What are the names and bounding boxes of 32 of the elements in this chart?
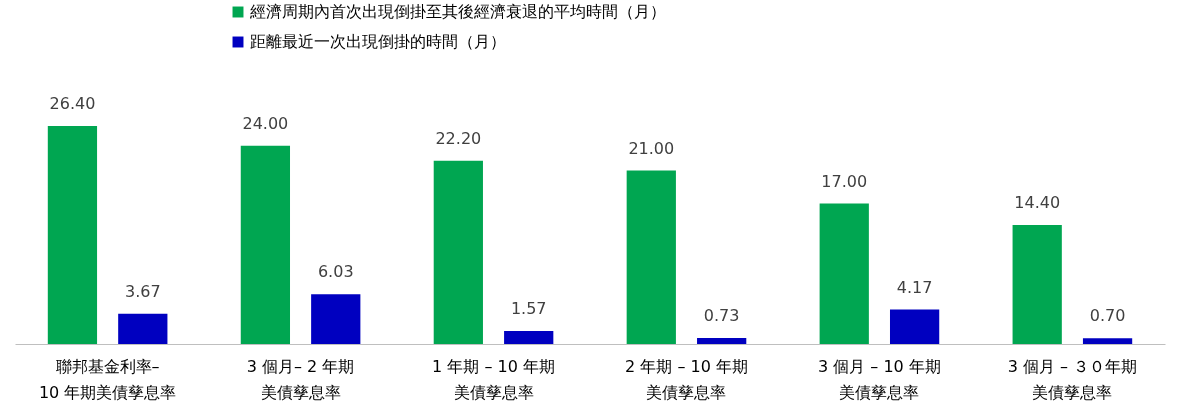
bar [697, 337, 747, 344]
bar [626, 170, 676, 344]
data-label: 26.40 [49, 94, 96, 113]
bar [118, 313, 168, 344]
data-label: 0.73 [703, 305, 740, 325]
bar [311, 294, 361, 344]
data-label: 1.57 [510, 299, 547, 319]
data-label: 14.40 [1014, 193, 1061, 213]
data-label: 21.00 [628, 138, 675, 158]
bar [889, 309, 940, 344]
data-label: 22.20 [435, 128, 482, 148]
data-label: 0.70 [1089, 306, 1126, 326]
data-label: 4.17 [896, 277, 933, 297]
x-tick-label: 2 年期 – 10 年期美債孳息率 [625, 356, 748, 402]
bar [433, 160, 483, 344]
legend-label: 距離最近一次出現倒掛的時間（月） [250, 32, 506, 51]
data-label: 3.67 [124, 281, 161, 301]
bar [819, 203, 869, 344]
x-tick-label: 1 年期 – 10 年期美債孳息率 [432, 356, 555, 402]
x-tick-label: 3 個月 – 10 年期美債孳息率 [817, 356, 941, 402]
data-label: 6.03 [317, 262, 354, 282]
bar [47, 126, 98, 344]
bar [1082, 338, 1133, 344]
x-tick-label: 3 個月 – ３０年期美債孳息率 [1007, 356, 1138, 402]
bar [240, 145, 291, 344]
x-tick-label: 3 個月– 2 年期美債孳息率 [246, 356, 355, 402]
bar [504, 331, 554, 344]
bar [1012, 225, 1062, 344]
legend-label: 經濟周期內首次出現倒掛至其後經濟衰退的平均時間（月） [249, 2, 666, 21]
data-label: 17.00 [821, 171, 868, 191]
x-tick-label: 聯邦基金利率–10 年期美債孳息率 [38, 356, 177, 402]
data-label: 24.00 [242, 113, 289, 133]
